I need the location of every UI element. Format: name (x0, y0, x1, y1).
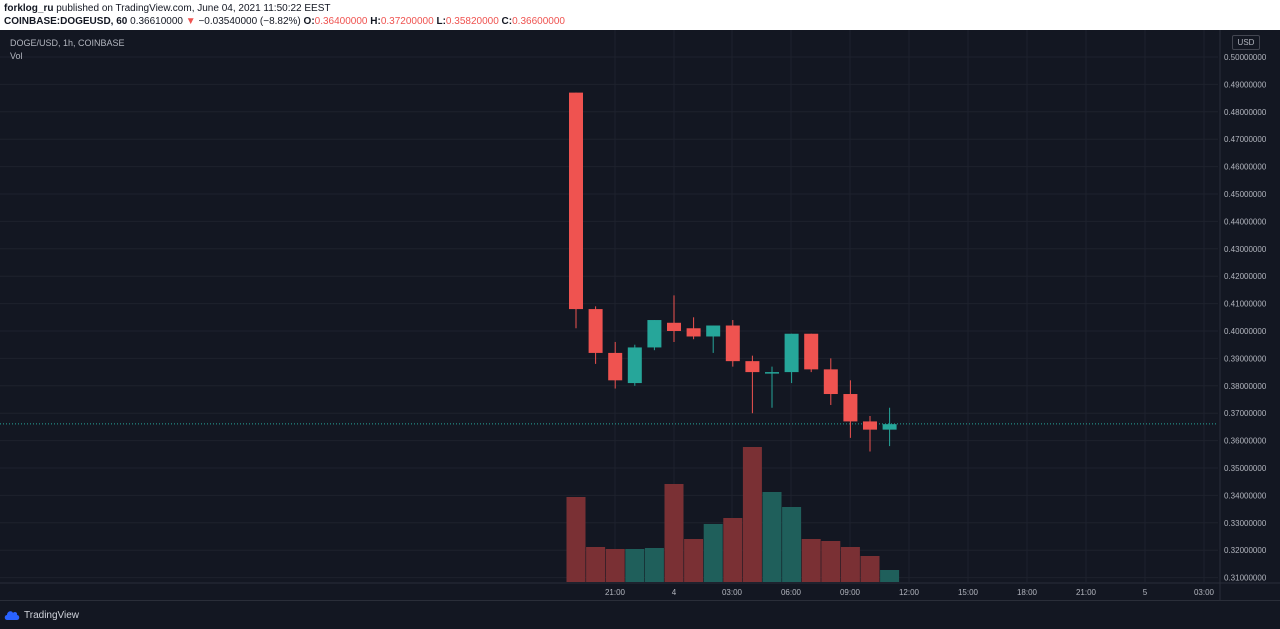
price-axis-label: 0.39000000 (1224, 354, 1267, 363)
candle-body-down[interactable] (863, 421, 877, 430)
published-text: published on TradingView.com, June 04, 2… (56, 3, 331, 14)
volume-bar[interactable] (723, 518, 743, 582)
price-axis-label: 0.35000000 (1224, 464, 1267, 473)
volume-bar[interactable] (605, 549, 625, 582)
candle-body-down[interactable] (843, 394, 858, 422)
currency-badge[interactable]: USD (1232, 35, 1260, 50)
time-axis-label: 18:00 (1017, 588, 1038, 597)
price-axis-label: 0.46000000 (1224, 163, 1267, 172)
candle-body-down[interactable] (725, 325, 740, 362)
price-axis-label: 0.45000000 (1224, 190, 1267, 199)
author-name[interactable]: forklog_ru (4, 3, 54, 14)
symbol-info-line: COINBASE:DOGEUSD, 60 0.36610000 ▼ −0.035… (4, 16, 565, 27)
open-label: O: (303, 16, 315, 27)
published-header: forklog_ru published on TradingView.com,… (0, 0, 1280, 30)
price-change: −0.03540000 (−8.82%) (198, 16, 301, 27)
price-axis-label: 0.43000000 (1224, 245, 1267, 254)
candle-body-up[interactable] (627, 347, 642, 384)
time-axis-label: 06:00 (781, 588, 802, 597)
time-axis-label: 21:00 (1076, 588, 1097, 597)
price-axis-label: 0.48000000 (1224, 108, 1267, 117)
price-axis-label: 0.40000000 (1224, 327, 1267, 336)
close-label: C: (501, 16, 513, 27)
last-price: 0.36610000 (130, 16, 183, 27)
price-axis-label: 0.50000000 (1224, 53, 1267, 62)
candle-body-down[interactable] (804, 333, 819, 370)
volume-bar[interactable] (684, 539, 704, 582)
volume-bar[interactable] (644, 548, 664, 582)
candle-body-up[interactable] (706, 325, 721, 337)
candle-body-up[interactable] (882, 424, 897, 430)
low-value: 0.35820000 (445, 16, 499, 27)
volume-bar[interactable] (703, 524, 723, 582)
time-axis-label: 15:00 (958, 588, 979, 597)
candle-body-down[interactable] (667, 322, 681, 331)
time-axis-label: 09:00 (840, 588, 861, 597)
price-axis-label: 0.32000000 (1224, 546, 1267, 555)
brand-name: TradingView (24, 609, 80, 621)
price-axis-label: 0.44000000 (1224, 217, 1267, 226)
price-axis-label: 0.41000000 (1224, 300, 1267, 309)
price-axis-label: 0.37000000 (1224, 409, 1267, 418)
close-value: 0.36600000 (512, 16, 565, 27)
candle-body-down[interactable] (745, 361, 760, 373)
volume-bar[interactable] (801, 539, 821, 582)
time-axis-label: 12:00 (899, 588, 920, 597)
chart-legend: DOGE/USD, 1h, COINBASE Vol (10, 38, 125, 61)
time-axis-label: 03:00 (722, 588, 743, 597)
candle-body-down[interactable] (569, 92, 583, 310)
volume-bar[interactable] (586, 547, 606, 582)
volume-bar[interactable] (860, 556, 880, 582)
candlestick-chart[interactable]: 0.50000000 0.49000000 0.48000000 0.47000000… (0, 30, 1280, 600)
tradingview-logo[interactable]: TradingView (4, 609, 79, 621)
time-axis-label: 4 (672, 588, 677, 597)
time-axis-label: 03:00 (1194, 588, 1215, 597)
volume-bar[interactable] (821, 541, 841, 582)
volume-bar[interactable] (762, 492, 782, 582)
price-axis-label: 0.31000000 (1224, 574, 1267, 583)
footer: TradingView (0, 600, 1280, 629)
low-label: L: (436, 16, 446, 27)
price-axis-label: 0.38000000 (1224, 382, 1267, 391)
candle-body-down[interactable] (823, 369, 838, 395)
high-value: 0.37200000 (380, 16, 434, 27)
price-axis-label: 0.33000000 (1224, 519, 1267, 528)
candle-body-up[interactable] (765, 372, 779, 374)
symbol-name: COINBASE:DOGEUSD, 60 (4, 16, 128, 27)
price-axis-label: 0.47000000 (1224, 135, 1267, 144)
volume-label[interactable]: Vol (10, 51, 23, 61)
price-axis-label: 0.36000000 (1224, 437, 1267, 446)
series-title[interactable]: DOGE/USD, 1h, COINBASE (10, 38, 125, 48)
volume-bar[interactable] (566, 497, 586, 582)
candle-body-down[interactable] (588, 309, 603, 353)
volume-bar[interactable] (840, 547, 860, 582)
price-axis-label: 0.34000000 (1224, 491, 1267, 500)
change-down-icon: ▼ (185, 16, 196, 27)
volume-bar[interactable] (664, 484, 684, 582)
candle-body-down[interactable] (608, 352, 623, 381)
time-axis-label: 21:00 (605, 588, 626, 597)
price-axis-label: 0.49000000 (1224, 80, 1267, 89)
open-value: 0.36400000 (314, 16, 368, 27)
candle-body-up[interactable] (784, 333, 799, 373)
tradingview-cloud-icon (4, 611, 20, 620)
volume-bar[interactable] (742, 447, 762, 582)
candle-body-down[interactable] (686, 328, 701, 337)
chart-pane[interactable]: 0.50000000 0.49000000 0.48000000 0.47000000… (0, 30, 1280, 600)
volume-bar[interactable] (782, 507, 802, 582)
high-label: H: (370, 16, 381, 27)
volume-bar[interactable] (880, 570, 900, 582)
time-axis-label: 5 (1143, 588, 1148, 597)
candle-body-up[interactable] (647, 320, 662, 348)
volume-bar[interactable] (625, 549, 645, 582)
publish-line: forklog_ru published on TradingView.com,… (4, 3, 331, 14)
price-axis-label: 0.42000000 (1224, 272, 1267, 281)
